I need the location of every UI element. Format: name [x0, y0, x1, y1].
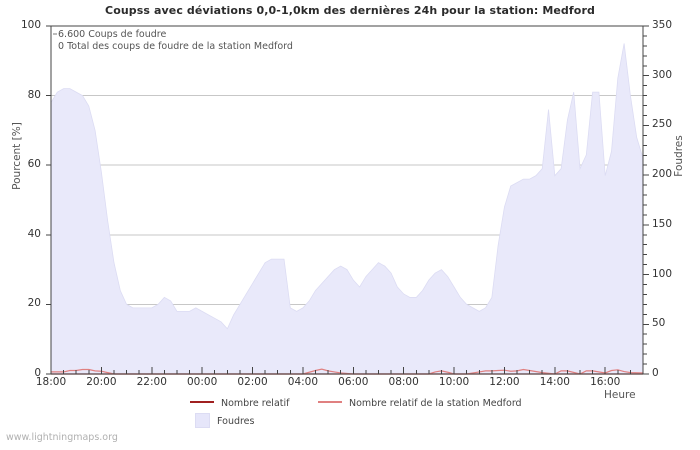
x-axis-tick-label: 20:00: [86, 376, 117, 388]
x-axis-tick-label: 02:00: [237, 376, 268, 388]
legend-line-swatch-relative: [190, 400, 214, 403]
y-axis-left-tick-label: 60: [27, 158, 41, 171]
legend-label-relative: Nombre relatif: [221, 398, 290, 409]
legend-item-nombre-relatif: Nombre relatif: [190, 398, 289, 409]
x-axis-tick-label: 22:00: [136, 376, 167, 388]
x-axis-tick-label: 04:00: [287, 376, 319, 388]
annotation-station-strokes: 0 Total des coups de foudre de la statio…: [58, 41, 293, 52]
y-axis-left-tick-label: 20: [27, 297, 41, 310]
x-axis-tick-label: 16:00: [590, 376, 621, 388]
x-axis-tick-label: 14:00: [539, 376, 570, 388]
legend-label-station: Nombre relatif de la station Medford: [349, 398, 522, 409]
legend-item-foudres: Foudres: [190, 413, 255, 429]
x-axis-tick-label: 12:00: [489, 376, 520, 388]
y-axis-right-tick-label: 100: [652, 267, 673, 280]
y-axis-left-tick-label: 100: [20, 19, 41, 31]
y-axis-left-tick-label: 0: [34, 367, 41, 379]
legend-line-swatch-station: [318, 400, 342, 403]
x-axis-label: Heure: [604, 389, 636, 401]
annotation-total-strokes: 6.600 Coups de foudre: [58, 29, 167, 40]
legend-label-foudres: Foudres: [217, 416, 255, 427]
series-area-foudres: [50, 43, 644, 375]
y-axis-right-tick-label: 350: [652, 19, 673, 31]
x-axis-tick-label: 10:00: [438, 376, 470, 388]
y-axis-right-tick-label: 200: [652, 168, 673, 181]
x-axis-tick-label: 06:00: [338, 376, 369, 388]
legend-area-swatch-foudres: [195, 413, 210, 428]
y-axis-right-tick-label: 250: [652, 118, 673, 131]
watermark: www.lightningmaps.org: [6, 432, 118, 443]
y-axis-right-tick-label: 150: [652, 217, 673, 230]
y-axis-right-tick-label: 0: [652, 367, 659, 379]
y-axis-right-tick-label: 300: [652, 68, 673, 81]
legend-item-nombre-relatif-station: Nombre relatif de la station Medford: [318, 398, 522, 409]
x-axis-tick-label: 18:00: [35, 376, 67, 388]
y-axis-left-tick-label: 80: [27, 88, 41, 101]
x-axis-tick-label: 08:00: [388, 376, 419, 388]
y-axis-left-tick-label: 40: [27, 227, 41, 240]
y-axis-right-tick-label: 50: [652, 317, 666, 330]
x-axis-tick-label: 00:00: [187, 376, 218, 388]
y-axis-left-label: Pourcent [%]: [11, 122, 23, 190]
chart-title: Coupss avec déviations 0,0-1,0km des der…: [105, 4, 595, 17]
